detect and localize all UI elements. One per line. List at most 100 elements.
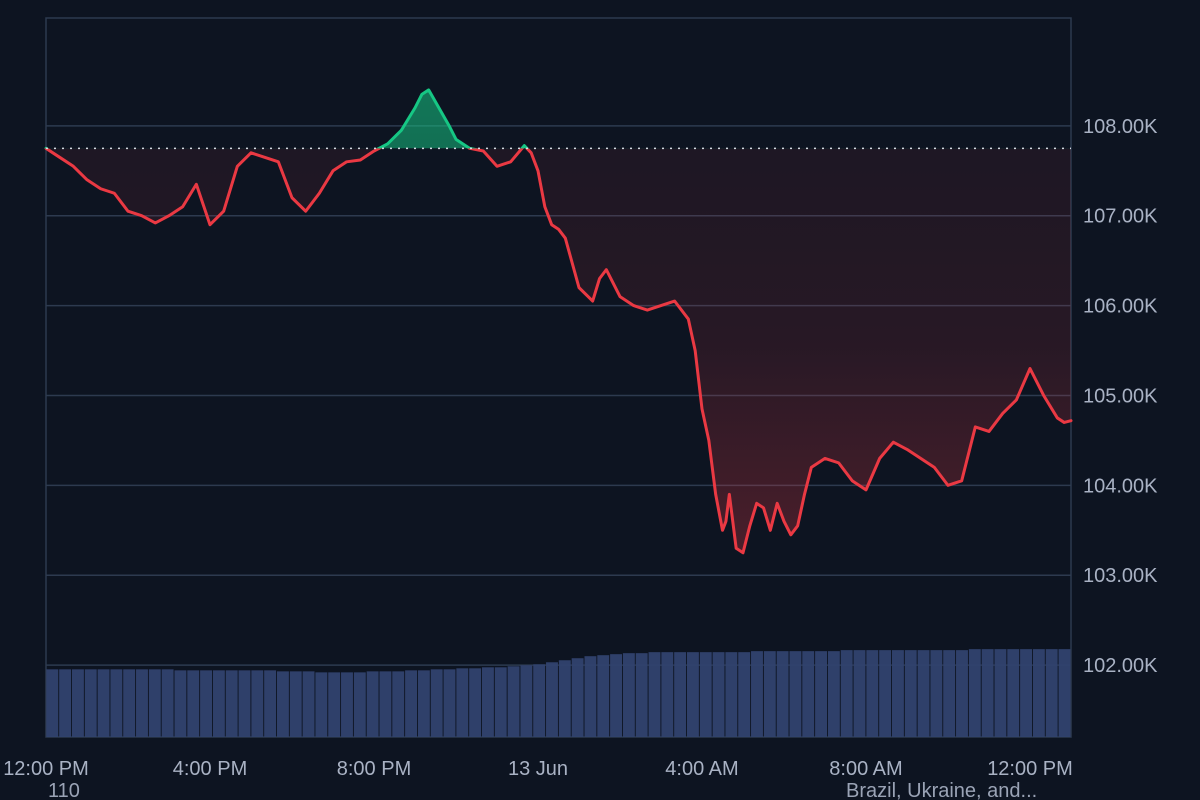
volume-bar (187, 670, 200, 737)
x-tick-label: 4:00 AM (665, 758, 738, 780)
volume-bar (546, 662, 558, 737)
volume-bar (302, 671, 315, 737)
volume-bar (430, 669, 443, 737)
footer-right-text: Brazil, Ukraine, and... (846, 780, 1038, 800)
x-tick-label: 13 Jun (508, 758, 568, 780)
y-axis-labels: 108.00K 107.00K 106.00K 105.00K 104.00K 103.0… (1083, 116, 1158, 677)
volume-bar (174, 670, 187, 737)
volume-bar (558, 660, 571, 737)
volume-bar (930, 650, 943, 737)
volume-bar (276, 671, 289, 737)
volume-bar (968, 649, 981, 737)
volume-bar (815, 651, 828, 737)
volume-bar (597, 655, 610, 737)
volume-bar (917, 650, 930, 737)
x-tick-label: 4:00 PM (173, 758, 247, 780)
volume-bar (59, 669, 72, 737)
volume-bar (751, 651, 763, 737)
volume-bar (315, 672, 328, 737)
price-line-down (44, 148, 1073, 555)
footer-left-text: 110 (48, 780, 80, 800)
volume-bar (610, 654, 623, 737)
volume-bar (469, 668, 482, 737)
volume-bar (584, 656, 597, 737)
volume-bar (1007, 649, 1020, 737)
volume-bar (456, 668, 469, 737)
price-line-layer (44, 88, 1073, 555)
volume-bar (533, 664, 546, 737)
volume-bar (622, 653, 635, 737)
volume-bar (110, 669, 123, 737)
volume-bar (956, 650, 968, 737)
volume-bar (405, 670, 418, 737)
volume-bar (879, 650, 892, 737)
y-tick-label: 102.00K (1083, 655, 1158, 677)
volume-bar (417, 670, 430, 737)
volume-bar (943, 650, 956, 737)
x-tick-label: 12:00 PM (987, 758, 1073, 780)
volume-bar (366, 671, 379, 737)
volume-bar (725, 652, 738, 737)
volume-bar (776, 651, 789, 737)
y-tick-label: 105.00K (1083, 385, 1158, 407)
x-tick-label: 8:00 PM (337, 758, 411, 780)
volume-bar (891, 650, 904, 737)
volume-bar (648, 652, 661, 737)
volume-bar (392, 671, 405, 737)
volume-bar (1045, 649, 1058, 737)
volume-bar (379, 671, 392, 737)
volume-bar (136, 669, 148, 737)
volume-bar (200, 670, 213, 737)
volume-bar (71, 669, 84, 737)
volume-bar (84, 669, 97, 737)
volume-bar (148, 669, 161, 737)
volume-bar (251, 670, 264, 737)
volume-bar (840, 650, 853, 737)
volume-bar (827, 651, 840, 737)
volume-bar (661, 652, 674, 737)
volume-bar (853, 650, 866, 737)
volume-bar (264, 670, 277, 737)
volume-bar (699, 652, 712, 737)
volume-bar (161, 669, 174, 737)
y-tick-label: 103.00K (1083, 565, 1158, 587)
volume-bar (238, 670, 251, 737)
volume-bar (904, 650, 917, 737)
volume-bars (46, 649, 1071, 737)
y-tick-label: 104.00K (1083, 475, 1158, 497)
volume-bar (289, 671, 302, 737)
volume-bar (1020, 649, 1033, 737)
y-tick-label: 107.00K (1083, 206, 1158, 228)
volume-bar (443, 669, 456, 737)
price-area-up (379, 89, 527, 149)
x-tick-label: 12:00 PM (3, 758, 89, 780)
volume-bar (571, 658, 584, 737)
volume-bar (1032, 649, 1045, 737)
volume-bar (763, 651, 776, 737)
volume-bar (97, 669, 110, 737)
volume-bar (789, 651, 802, 737)
price-area-layer (46, 89, 1071, 553)
volume-bar (494, 667, 507, 737)
volume-bar (46, 669, 59, 737)
x-axis-labels: 12:00 PM 4:00 PM 8:00 PM 13 Jun 4:00 AM 8:00 … (3, 758, 1073, 780)
volume-bar (328, 672, 341, 737)
y-tick-label: 108.00K (1083, 116, 1158, 138)
volume-bar (1058, 649, 1071, 737)
y-tick-label: 106.00K (1083, 296, 1158, 318)
volume-bar (802, 651, 815, 737)
volume-bar (341, 672, 353, 737)
volume-bar (520, 665, 533, 737)
volume-bar (507, 666, 520, 737)
volume-bar (686, 652, 699, 737)
volume-bar (712, 652, 725, 737)
volume-bar (981, 649, 994, 737)
volume-bar (212, 670, 225, 737)
price-area-down (46, 148, 1071, 553)
volume-bar (866, 650, 879, 737)
volume-bar (994, 649, 1007, 737)
volume-bar (635, 653, 648, 737)
x-tick-label: 8:00 AM (829, 758, 902, 780)
